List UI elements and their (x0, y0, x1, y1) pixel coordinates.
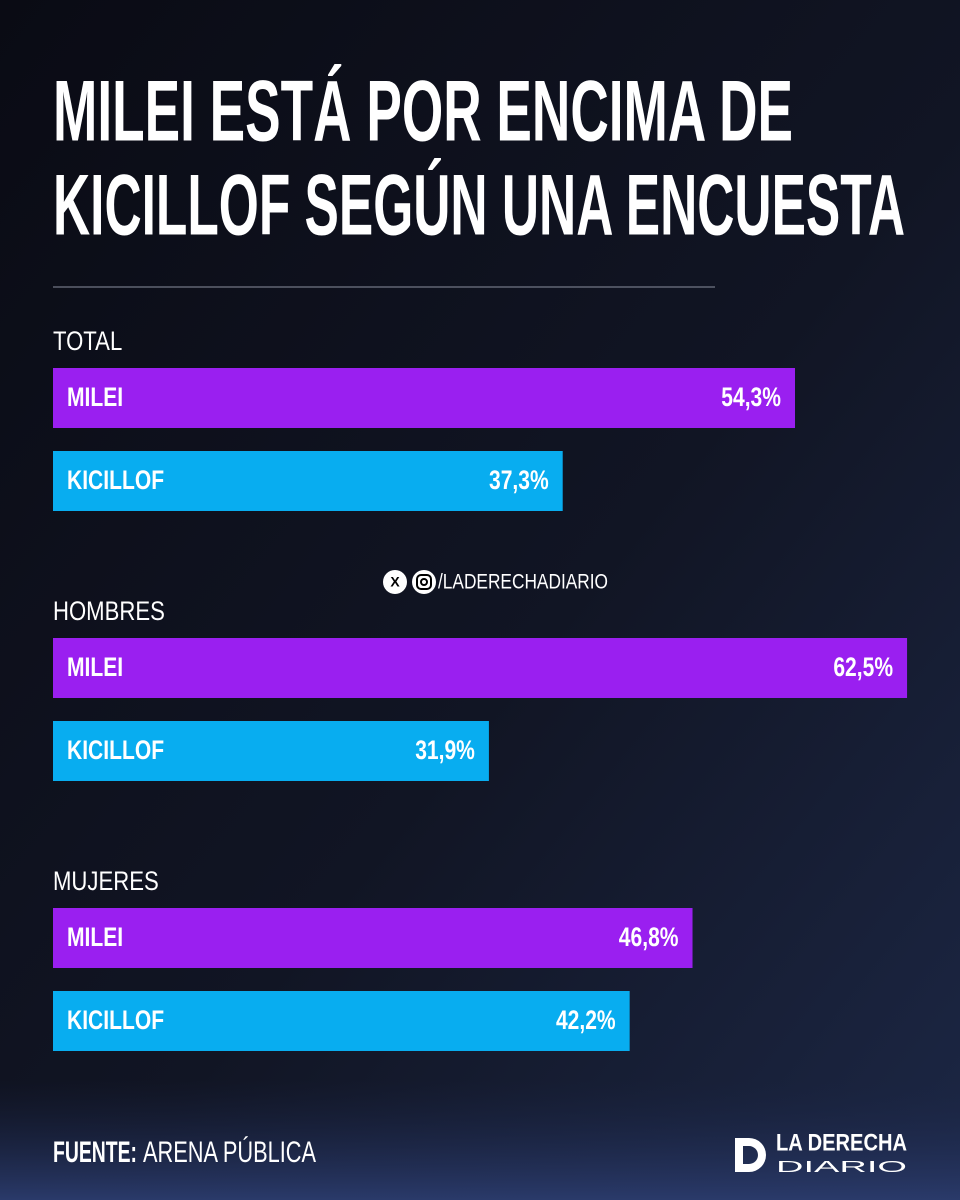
bar (53, 451, 563, 511)
bar (53, 721, 489, 781)
group-label: TOTAL (53, 327, 122, 357)
group-label: HOMBRES (53, 597, 165, 627)
bar (53, 991, 630, 1051)
bar (53, 908, 693, 968)
footer-band (0, 1080, 960, 1200)
series-label: MILEI (67, 923, 123, 953)
title-line: KICILLOF SEGÚN UNA ENCUESTA (53, 158, 905, 254)
social-icons: X (383, 570, 436, 594)
source-label: FUENTE: (53, 1136, 137, 1169)
handle: /LADERECHADIARIO (438, 571, 608, 594)
series-label: MILEI (67, 653, 123, 683)
value-label: 37,3% (489, 466, 549, 496)
svg-text:X: X (390, 574, 400, 590)
value-label: 54,3% (721, 383, 781, 413)
value-label: 31,9% (415, 736, 475, 766)
value-label: 62,5% (833, 653, 893, 683)
series-label: KICILLOF (67, 466, 164, 496)
source: ARENA PÚBLICA (143, 1136, 316, 1169)
series-label: KICILLOF (67, 736, 164, 766)
bar (53, 638, 908, 698)
title-line: MILEI ESTÁ POR ENCIMA DE (53, 64, 793, 160)
value-label: 46,8% (619, 923, 679, 953)
logo-mark (735, 1138, 766, 1172)
series-label: KICILLOF (67, 1006, 164, 1036)
value-label: 42,2% (556, 1006, 616, 1036)
series-label: MILEI (67, 383, 123, 413)
brand: LA DERECHA (776, 1129, 907, 1156)
brand: DIARIO (776, 1159, 907, 1176)
bar (53, 368, 796, 428)
group-label: MUJERES (53, 867, 159, 897)
